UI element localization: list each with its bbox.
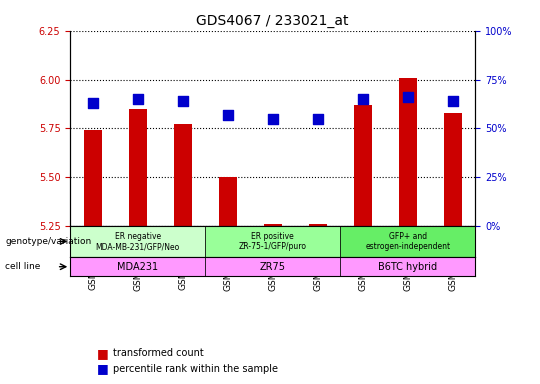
Bar	[444, 113, 462, 226]
Text: cell line: cell line	[5, 262, 41, 271]
Text: ■: ■	[97, 362, 109, 375]
FancyBboxPatch shape	[205, 226, 340, 257]
Bar	[84, 130, 102, 226]
Text: transformed count: transformed count	[113, 348, 204, 358]
Bar	[399, 78, 417, 226]
Text: ER positive
ZR-75-1/GFP/puro: ER positive ZR-75-1/GFP/puro	[239, 232, 307, 251]
Point	[133, 96, 142, 102]
Point	[313, 116, 322, 122]
Bar	[219, 177, 237, 226]
Text: ER negative
MDA-MB-231/GFP/Neo: ER negative MDA-MB-231/GFP/Neo	[96, 232, 180, 251]
Bar	[354, 105, 372, 226]
Text: MDA231: MDA231	[117, 262, 158, 272]
Point	[403, 94, 412, 100]
Bar	[129, 109, 147, 226]
Text: GFP+ and
estrogen-independent: GFP+ and estrogen-independent	[365, 232, 450, 251]
Text: B6TC hybrid: B6TC hybrid	[378, 262, 437, 272]
FancyBboxPatch shape	[340, 226, 475, 257]
Text: genotype/variation: genotype/variation	[5, 237, 92, 246]
Point	[359, 96, 367, 102]
FancyBboxPatch shape	[340, 257, 475, 276]
Bar	[309, 224, 327, 226]
FancyBboxPatch shape	[70, 226, 205, 257]
Bar	[174, 124, 192, 226]
FancyBboxPatch shape	[205, 257, 340, 276]
Point	[448, 98, 457, 104]
Text: percentile rank within the sample: percentile rank within the sample	[113, 364, 279, 374]
Title: GDS4067 / 233021_at: GDS4067 / 233021_at	[197, 14, 349, 28]
FancyBboxPatch shape	[70, 257, 205, 276]
Point	[268, 116, 277, 122]
Text: ZR75: ZR75	[260, 262, 286, 272]
Text: ■: ■	[97, 347, 109, 360]
Point	[224, 112, 232, 118]
Point	[178, 98, 187, 104]
Point	[89, 100, 97, 106]
Bar	[264, 224, 282, 226]
